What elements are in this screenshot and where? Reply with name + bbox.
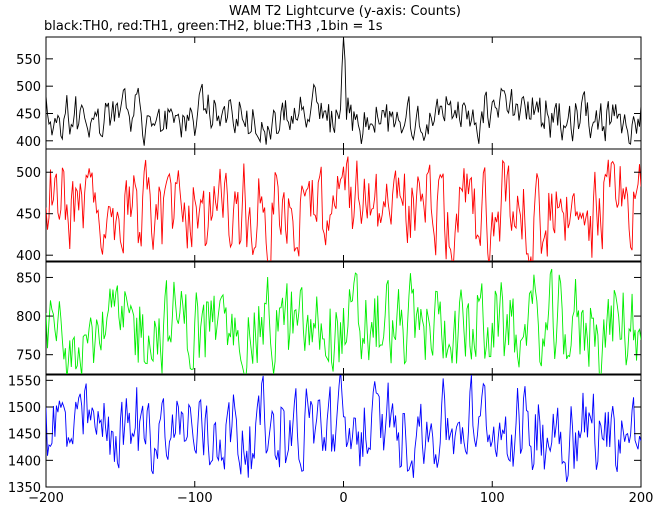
panels-layer: 400 450 500 550 400 450 500 750 800 850 1350 1400 14… xyxy=(8,36,642,496)
y-tick-label-th0-500: 500 xyxy=(16,80,41,95)
x-tick-label-100: 100 xyxy=(480,491,505,505)
y-tick-label-th1-500: 500 xyxy=(16,166,41,181)
x-tick-label-200: 200 xyxy=(629,491,654,505)
panel-frame-th0 xyxy=(45,36,642,150)
y-tick-label-th3-1350: 1350 xyxy=(8,481,41,496)
x-tick-label--100: −100 xyxy=(177,491,213,505)
y-tick-label-th0-550: 550 xyxy=(16,53,41,68)
y-tick-label-th3-1450: 1450 xyxy=(8,428,41,443)
y-tick-label-th2-850: 850 xyxy=(16,271,41,286)
panel-frame-th1 xyxy=(45,148,642,262)
y-tick-label-th1-450: 450 xyxy=(16,208,41,223)
panel-th1: 400 450 500 xyxy=(16,148,642,264)
chart-subtitle: black:TH0, red:TH1, green:TH2, blue:TH3 … xyxy=(44,19,383,34)
panel-frame-th3 xyxy=(45,374,642,488)
panel-th0: 400 450 500 550 xyxy=(16,36,642,150)
panel-th3: 1350 1400 1450 1500 1550 xyxy=(8,374,642,496)
y-tick-label-th1-400: 400 xyxy=(16,249,41,264)
series-line-th3 xyxy=(46,375,641,482)
y-tick-label-th3-1400: 1400 xyxy=(8,454,41,469)
y-tick-label-th3-1550: 1550 xyxy=(8,374,41,389)
x-tick-label--200: −200 xyxy=(28,491,64,505)
y-tick-label-th2-800: 800 xyxy=(16,310,41,325)
series-line-th2 xyxy=(46,268,641,374)
x-axis: −200 −100 0 100 200 xyxy=(28,491,653,505)
y-tick-label-th0-450: 450 xyxy=(16,107,41,122)
chart-title: WAM T2 Lightcurve (y-axis: Counts) xyxy=(229,4,461,19)
x-tick-label-0: 0 xyxy=(339,491,347,505)
y-tick-label-th0-400: 400 xyxy=(16,135,41,150)
series-line-th0 xyxy=(46,37,641,146)
panel-th2: 750 800 850 xyxy=(16,261,642,375)
y-tick-label-th3-1500: 1500 xyxy=(8,401,41,416)
series-line-th1 xyxy=(46,156,641,261)
y-tick-label-th2-750: 750 xyxy=(16,349,41,364)
